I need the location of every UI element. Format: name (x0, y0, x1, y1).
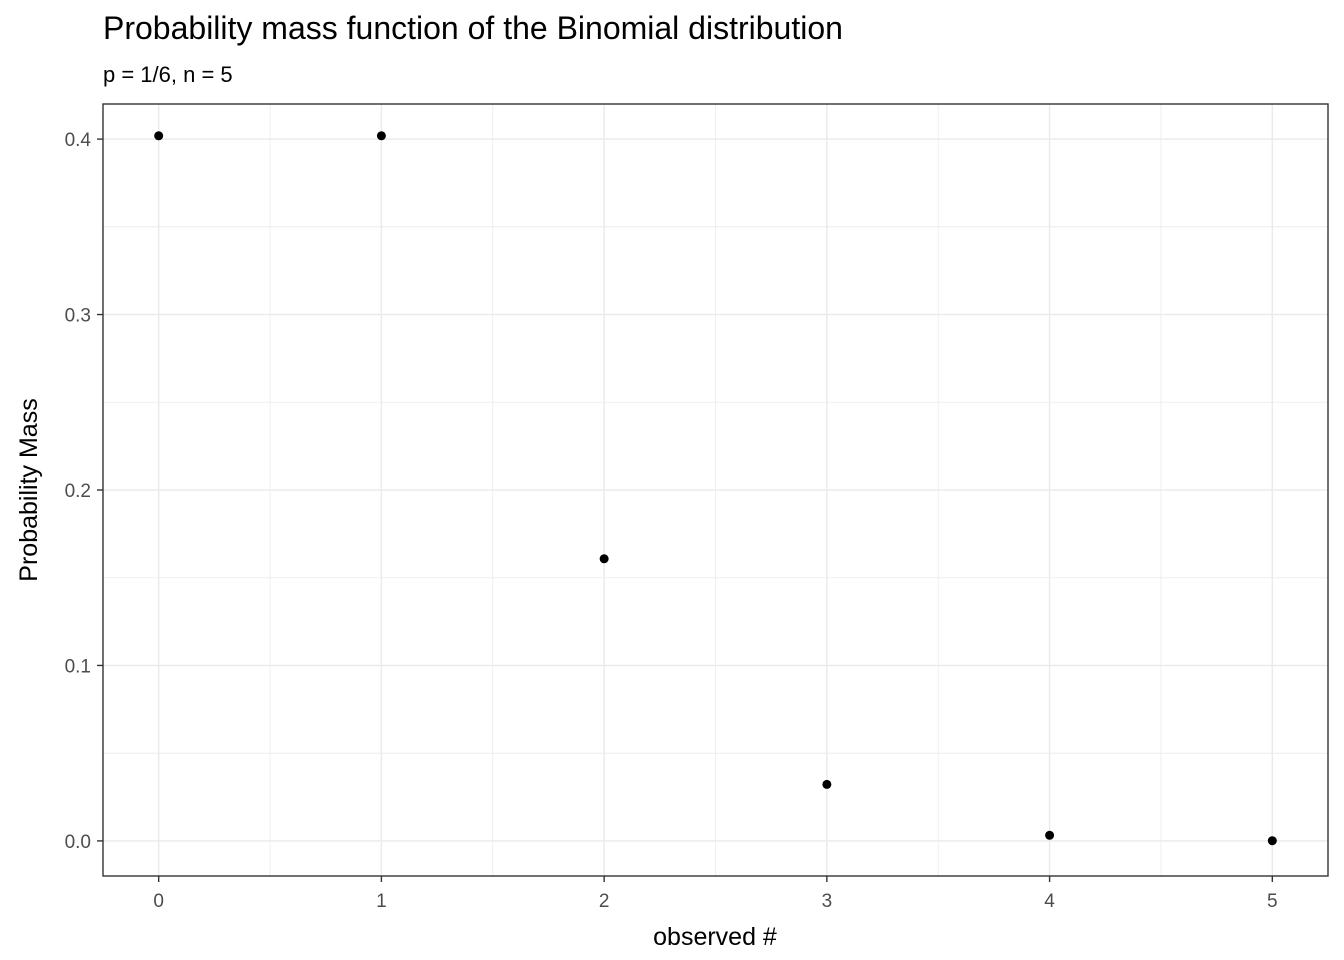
y-tick-label: 0.3 (65, 306, 91, 327)
x-tick-label: 4 (1044, 891, 1055, 912)
y-tick-label: 0.4 (65, 130, 92, 151)
minor-gridlines (103, 104, 1328, 876)
x-tick-label: 1 (376, 891, 387, 912)
y-tick-label: 0.0 (65, 832, 91, 853)
data-point (1267, 836, 1277, 846)
chart-subtitle: p = 1/6, n = 5 (103, 62, 233, 87)
x-tick-label: 2 (599, 891, 610, 912)
data-point (599, 554, 609, 564)
data-points (154, 131, 1277, 846)
data-point (154, 131, 164, 141)
y-tick-label: 0.1 (65, 656, 91, 677)
x-axis: 0 1 2 3 4 5 (153, 876, 1278, 912)
data-point (376, 131, 386, 141)
chart-title: Probability mass function of the Binomia… (103, 10, 843, 46)
y-axis-title: Probability Mass (15, 398, 43, 581)
x-axis-title: observed # (653, 923, 777, 951)
x-tick-label: 0 (153, 891, 164, 912)
data-point (822, 779, 832, 789)
y-tick-label: 0.2 (65, 481, 91, 502)
y-axis: 0.0 0.1 0.2 0.3 0.4 (65, 130, 103, 853)
x-tick-label: 5 (1267, 891, 1278, 912)
data-point (1045, 830, 1055, 840)
x-tick-label: 3 (822, 891, 833, 912)
major-gridlines (103, 104, 1328, 876)
